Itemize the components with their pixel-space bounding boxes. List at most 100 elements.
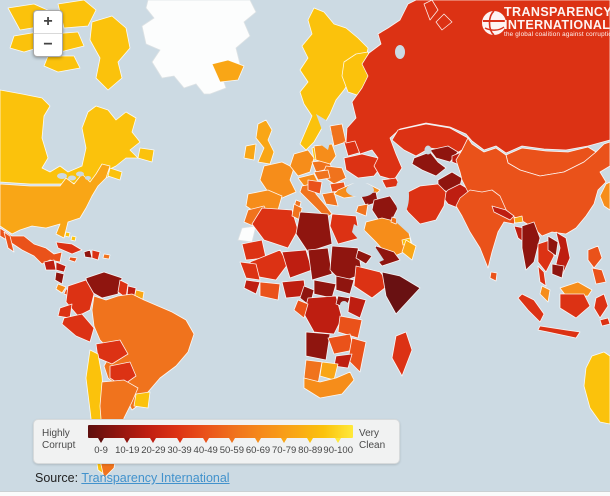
region-ireland[interactable] [243,143,257,161]
region-somalia[interactable] [381,271,421,315]
region-korea[interactable] [599,181,610,211]
tick-marker [307,438,314,443]
zoom-out-button[interactable]: − [43,36,53,53]
aral-sea [424,145,432,155]
region-puerto-rico[interactable] [102,253,111,260]
region-uk[interactable] [255,119,275,165]
region-cuba[interactable] [55,241,83,255]
region-gabon-congo[interactable] [293,299,309,319]
region-ethiopia[interactable] [353,265,391,299]
region-myanmar[interactable] [521,221,541,271]
region-bahamas[interactable] [64,231,77,242]
tick-marker [124,438,131,443]
region-france[interactable] [259,161,297,199]
region-egypt[interactable] [329,213,361,245]
region-novaya-zemlya[interactable] [423,0,453,31]
region-zimbabwe[interactable] [333,353,353,369]
region-canada-arctic[interactable] [57,0,97,29]
legend-left-label: Highly Corrupt [42,428,76,451]
region-newfoundland[interactable] [137,147,155,163]
region-laos[interactable] [547,235,559,257]
region-iceland[interactable] [211,59,245,83]
region-canada-arctic[interactable] [43,55,81,73]
region-sulawesi[interactable] [593,293,609,319]
region-nicaragua[interactable] [54,271,65,285]
region-ivory-coast-ghana[interactable] [259,281,281,301]
region-canada-maritimes[interactable] [107,167,123,181]
legend-tick: 0-9 [88,438,114,456]
tick-marker [255,438,262,443]
region-russia[interactable] [345,0,610,181]
region-eritrea[interactable] [355,249,373,265]
region-scandinavia[interactable] [299,7,369,151]
region-jamaica[interactable] [68,256,78,263]
region-philippines[interactable] [587,245,607,285]
region-libya[interactable] [295,211,333,253]
region-chad[interactable] [307,247,333,281]
region-greece[interactable] [321,191,339,207]
great-lakes [85,176,91,180]
region-kenya[interactable] [347,295,367,319]
legend-tick: 50-59 [219,438,245,456]
region-algeria[interactable] [251,207,299,249]
region-sumatra[interactable] [517,293,545,323]
region-nepal[interactable] [491,205,515,221]
region-honduras[interactable] [55,261,67,273]
red-sea [352,224,384,263]
region-madagascar[interactable] [391,331,413,377]
region-cambodia[interactable] [551,263,565,279]
persian-gulf [396,214,416,233]
lake-victoria [340,301,348,309]
tick-marker [150,438,157,443]
region-uruguay[interactable] [133,391,151,409]
region-colombia[interactable] [65,279,95,317]
region-borneo[interactable] [559,293,591,319]
tick-marker [176,438,183,443]
legend-tick: 30-39 [166,438,192,456]
region-bhutan[interactable] [513,215,524,224]
legend-gradient [88,425,353,438]
region-turkmenistan[interactable] [411,151,447,177]
region-tanzania[interactable] [337,315,363,339]
page-bottom-strip [0,491,610,496]
region-south-africa[interactable] [303,371,355,399]
region-malaysia[interactable] [539,285,551,303]
region-java[interactable] [537,325,581,339]
logo-line2: INTERNATIONAL [504,17,610,32]
region-timor[interactable] [599,317,610,327]
region-peru[interactable] [61,313,95,343]
source-label: Source: [35,471,79,485]
zoom-in-button[interactable]: + [34,11,62,34]
tick-marker [281,438,288,443]
region-mozambique[interactable] [347,337,367,373]
region-sudan[interactable] [329,245,363,283]
region-senegal[interactable] [239,261,261,281]
region-balkans[interactable] [307,179,323,195]
region-usa[interactable] [0,163,111,239]
region-baja[interactable] [3,231,15,253]
region-australia[interactable] [583,351,610,425]
region-germany[interactable] [289,149,315,177]
region-guatemala[interactable] [43,259,57,271]
region-guinea[interactable] [243,279,261,295]
region-dominican-republic[interactable] [91,249,101,261]
region-sri-lanka[interactable] [489,271,498,282]
great-lakes [68,175,76,181]
region-hungary[interactable] [313,169,331,181]
region-costa-rica[interactable] [55,283,67,294]
region-angola[interactable] [305,331,331,361]
region-baffin-island[interactable] [89,15,131,91]
legend-tick: 80-89 [297,438,323,456]
region-paraguay[interactable] [109,361,137,387]
legend-tick: 10-19 [114,438,140,456]
legend-tick: 90-100 [323,438,353,456]
region-mexico[interactable] [0,227,63,265]
region-south-sudan[interactable] [335,275,355,295]
source-link[interactable]: Transparency International [81,471,230,485]
region-jordan[interactable] [355,203,369,217]
legend-scale: 0-9 10-19 20-29 30-39 40-49 50-59 60-69 … [88,425,353,463]
region-oman[interactable] [401,239,417,261]
great-lakes [57,173,67,179]
tick-marker [335,438,342,443]
